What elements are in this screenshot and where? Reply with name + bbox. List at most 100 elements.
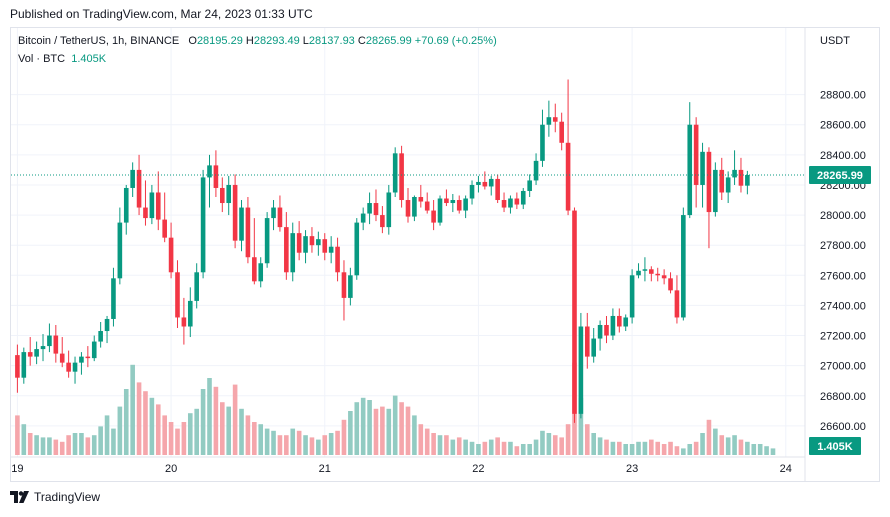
candle-body [34,349,39,357]
candle-body [226,184,232,204]
volume-bar [501,441,507,455]
volume-bar [463,439,468,455]
candle-body [629,275,635,318]
volume-bar [508,441,513,455]
candle-body [476,181,481,185]
volume-bar [476,444,481,455]
volume-bar [764,446,769,455]
candle-body [495,178,500,201]
volume-bar [98,426,103,455]
axis-badges: 28265.99 1.405K [809,166,871,455]
volume-bar [335,430,340,455]
candle-body [437,198,443,223]
candle-body [501,200,507,208]
volume-bar [207,378,212,455]
last-volume-badge [809,437,861,455]
volume-bars [15,362,776,455]
candle-body [456,200,462,211]
candle-body [277,207,283,228]
candle-body [636,270,641,276]
volume-bar [533,439,539,455]
last-price-badge-label: 28265.99 [817,170,863,182]
volume-bar [213,386,219,455]
symbol-name[interactable]: Bitcoin / TetherUS, 1h, BINANCE [18,35,180,47]
candle-body [328,246,334,253]
tradingview-brand: TradingView [34,490,101,504]
price-tick-label: 27800.00 [820,240,866,252]
footer[interactable]: TradingView [10,490,100,504]
volume-bar [514,446,520,455]
volume-bar [450,439,456,455]
candle-body [431,210,436,223]
volume-bar [527,444,532,455]
volume-bar [713,428,718,455]
time-tick-label: 22 [472,463,484,475]
volume-bar [53,439,59,455]
candle-body [130,169,135,188]
volume-bar [418,424,424,455]
volume-bar [380,406,385,455]
candle-body [66,362,71,372]
price-tick-label: 26800.00 [820,391,866,403]
volume-bar [642,441,648,455]
volume-bar [187,413,193,455]
volume-bar [604,439,609,455]
symbol-legend[interactable]: Bitcoin / TetherUS, 1h, BINANCE O28195.2… [18,35,497,47]
volume-bar [271,430,276,455]
candle-body [181,317,187,327]
candle-body [565,142,571,211]
last-price-badge [809,166,871,185]
volume-bar [399,402,404,455]
volume-legend[interactable]: Vol · BTC 1.405K [18,53,106,65]
price-tick-label: 28600.00 [820,120,866,132]
candle-body [559,121,564,143]
candle-body [649,269,654,274]
volume-bar [488,439,494,455]
volume-bar [341,419,347,455]
candle-body [149,192,155,219]
volume-bar [745,441,750,455]
volume-bar [584,424,590,455]
price-tick-label: 26600.00 [820,421,866,433]
chart-frame[interactable] [10,27,880,482]
candles [15,79,750,423]
candle-body [610,315,616,336]
candle-body [335,246,340,273]
volume-bar [252,422,257,455]
volume-bar [469,441,475,455]
volume-bar [757,444,763,455]
candle-body [732,169,737,178]
candle-body [136,169,142,208]
candle-body [572,210,577,414]
volume-bar [597,437,603,455]
last-volume-badge-label: 1.405K [817,441,853,453]
candle-body [520,190,526,205]
volume-bar [681,448,686,455]
volume-bar [34,435,39,455]
candle-body [155,192,161,220]
volume-bar [687,444,693,455]
volume-bar [437,435,443,455]
candle-body [418,197,424,202]
volume-bar [444,435,449,455]
candle-body [117,222,123,279]
volume-bar [303,435,308,455]
candle-body [488,178,494,187]
candle-body [584,326,590,357]
candle-body [469,184,475,199]
candle-body [706,151,712,213]
volume-bar [661,444,667,455]
price-tick-label: 28000.00 [820,210,866,222]
volume-bar [392,395,398,455]
close-label: C [357,35,366,47]
volume-bar [456,437,462,455]
candle-body [578,326,584,414]
candle-body [604,324,609,336]
volume-bar [668,441,673,455]
volume-bar [220,402,225,455]
candle-body [284,227,289,273]
low-label: L [302,35,309,47]
volume-bar [348,411,353,455]
volume-bar [405,406,411,455]
